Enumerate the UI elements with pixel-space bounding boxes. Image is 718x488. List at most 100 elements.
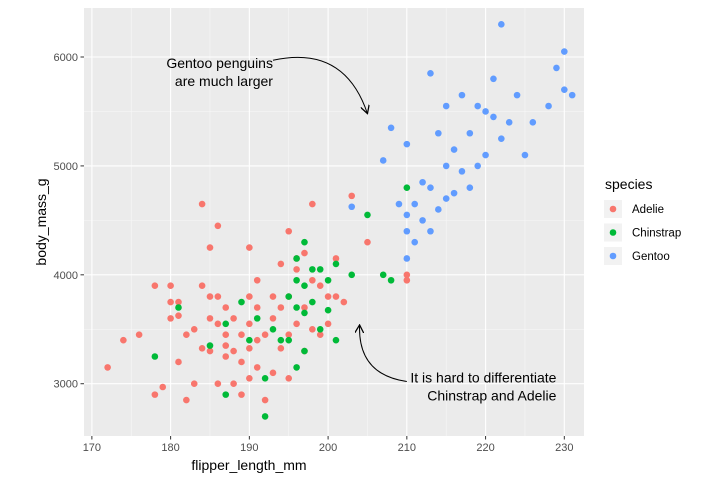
point-chinstrap (269, 325, 277, 333)
point-adelie (246, 244, 253, 251)
point-adelie (309, 200, 316, 208)
annotation-text: Gentoo penguins (166, 55, 273, 71)
point-adelie (151, 282, 159, 290)
point-adelie (301, 304, 308, 311)
point-adelie (246, 320, 253, 328)
point-gentoo (427, 184, 434, 191)
point-adelie (277, 345, 285, 352)
point-adelie (403, 271, 411, 279)
point-adelie (183, 396, 190, 404)
point-adelie (293, 320, 300, 328)
point-adelie (277, 260, 285, 268)
point-chinstrap (293, 304, 300, 311)
point-adelie (151, 391, 159, 398)
point-adelie (253, 276, 261, 284)
point-chinstrap (301, 238, 308, 246)
annotation-text: Chinstrap and Adelie (427, 388, 556, 404)
point-chinstrap (253, 315, 261, 322)
point-adelie (206, 293, 214, 300)
annotation-text: It is hard to differentiate (410, 370, 556, 386)
point-adelie (261, 331, 269, 339)
point-adelie (206, 244, 214, 251)
point-chinstrap (285, 293, 293, 300)
point-gentoo (435, 206, 442, 213)
point-chinstrap (206, 342, 214, 349)
data-points (104, 21, 576, 420)
legend-key-adelie (609, 205, 617, 213)
point-adelie (285, 331, 293, 339)
point-gentoo (403, 140, 411, 148)
point-chinstrap (293, 276, 300, 284)
point-gentoo (458, 91, 466, 99)
point-chinstrap (301, 347, 308, 355)
point-chinstrap (277, 336, 285, 344)
point-chinstrap (222, 320, 230, 328)
point-gentoo (387, 124, 395, 132)
point-gentoo (505, 119, 513, 126)
point-adelie (190, 325, 198, 333)
point-gentoo (490, 113, 497, 121)
point-gentoo (411, 238, 419, 246)
point-adelie (214, 380, 222, 388)
point-adelie (120, 336, 127, 344)
point-adelie (253, 364, 261, 371)
point-chinstrap (293, 255, 300, 262)
legend-key-gentoo (609, 252, 617, 260)
point-gentoo (513, 91, 521, 99)
point-gentoo (403, 227, 411, 235)
point-adelie (175, 358, 182, 366)
x-tick-label: 170 (83, 442, 101, 454)
point-chinstrap (332, 260, 340, 268)
point-adelie (285, 374, 293, 382)
point-gentoo (482, 108, 489, 115)
plot-panel (84, 8, 584, 436)
point-gentoo (442, 102, 450, 110)
point-adelie (261, 396, 269, 404)
point-adelie (230, 380, 237, 388)
point-gentoo (498, 21, 505, 28)
point-adelie (206, 347, 214, 355)
x-tick-label: 210 (398, 442, 416, 454)
legend-title: species (605, 176, 652, 192)
point-gentoo (379, 157, 387, 164)
point-adelie (301, 249, 308, 257)
point-chinstrap (364, 211, 371, 219)
x-tick-label: 230 (555, 442, 573, 454)
point-gentoo (561, 86, 568, 93)
x-tick-label: 180 (161, 442, 179, 454)
point-gentoo (442, 195, 450, 202)
point-gentoo (450, 146, 458, 153)
legend-label-chinstrap: Chinstrap (632, 228, 681, 240)
point-chinstrap (151, 353, 159, 360)
x-tick-label: 190 (240, 442, 258, 454)
point-adelie (214, 222, 222, 230)
minor-gridlines (84, 8, 584, 436)
point-adelie (104, 364, 111, 371)
point-adelie (230, 347, 237, 355)
point-adelie (246, 293, 253, 300)
point-chinstrap (222, 391, 230, 398)
point-gentoo (466, 129, 474, 137)
point-gentoo (450, 189, 458, 197)
point-chinstrap (175, 304, 182, 311)
point-gentoo (568, 91, 576, 99)
point-gentoo (490, 75, 497, 83)
legend: species Adelie Chinstrap Gentoo (604, 176, 681, 265)
point-gentoo (482, 151, 489, 159)
point-adelie (214, 320, 222, 328)
y-tick-label: 5000 (54, 161, 78, 173)
point-gentoo (442, 162, 450, 170)
point-chinstrap (324, 306, 332, 314)
point-adelie (206, 315, 214, 322)
point-adelie (316, 331, 324, 339)
point-adelie (175, 298, 182, 306)
point-adelie (198, 200, 206, 208)
point-adelie (253, 336, 261, 344)
point-adelie (214, 293, 222, 300)
annotations: Gentoo penguins are much larger It is hard… (166, 55, 556, 404)
point-adelie (159, 383, 167, 391)
point-adelie (183, 331, 190, 339)
point-chinstrap (301, 282, 308, 290)
point-chinstrap (285, 336, 293, 344)
y-axis-title: body_mass_g (33, 178, 49, 265)
